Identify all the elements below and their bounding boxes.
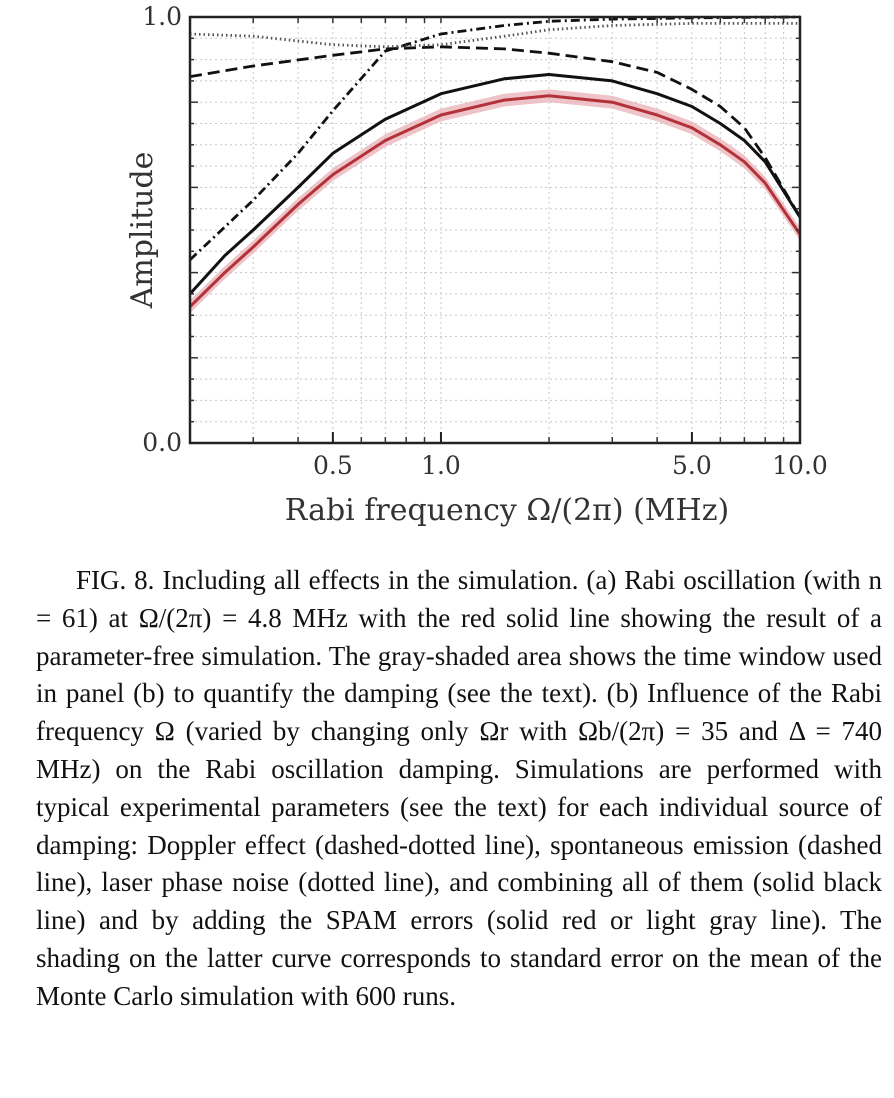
series-1-dashed-line bbox=[189, 45, 802, 218]
y-tick-label: 0.0 bbox=[142, 428, 182, 457]
y-tick-label: 1.0 bbox=[142, 2, 182, 31]
series-4-solid-line bbox=[188, 94, 802, 308]
series-3-solid-line bbox=[188, 73, 802, 295]
series-2-dotted-line bbox=[189, 22, 800, 49]
x-tick-label: 10.0 bbox=[772, 451, 828, 480]
rabi-damping-chart: 0.5 1.0 5.0 10.0 0.0 1.0 Rabi frequency Ω/(2π… bbox=[0, 0, 894, 545]
figure-caption: FIG. 8. Including all effects in the sim… bbox=[36, 562, 882, 1016]
series-0-dashdot-line bbox=[189, 15, 801, 261]
ticks: 0.5 1.0 5.0 10.0 0.0 1.0 bbox=[142, 2, 828, 480]
x-axis-label: Rabi frequency Ω/(2π) (MHz) bbox=[285, 493, 729, 528]
caption-text: FIG. 8. Including all effects in the sim… bbox=[36, 565, 882, 1011]
y-axis-label: Amplitude bbox=[125, 152, 160, 310]
chart-svg: 0.5 1.0 5.0 10.0 0.0 1.0 Rabi frequency Ω/(2π… bbox=[125, 2, 828, 528]
x-tick-label: 0.5 bbox=[313, 451, 353, 480]
x-tick-label: 5.0 bbox=[672, 451, 712, 480]
series-layer bbox=[188, 15, 802, 314]
x-tick-label: 1.0 bbox=[421, 451, 461, 480]
